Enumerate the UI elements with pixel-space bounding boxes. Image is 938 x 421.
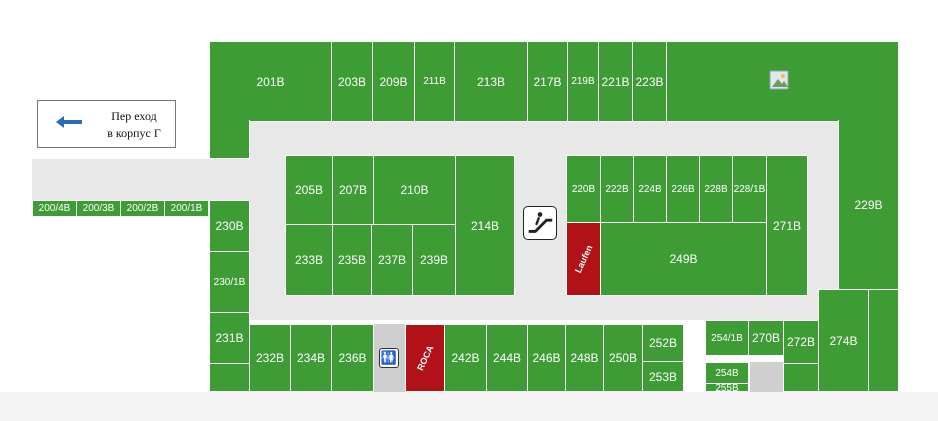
shop-223b[interactable]: 223B [632, 41, 667, 122]
shop-205b[interactable]: 205B [285, 155, 333, 225]
shop-272b[interactable]: 272B [783, 320, 819, 364]
shop-left-bottom[interactable] [209, 363, 250, 392]
brand-laufen-label: Laufen [572, 243, 595, 275]
shop-249b[interactable]: 249B [600, 222, 767, 296]
shop-271b[interactable]: 271B [766, 155, 808, 296]
shop-213b[interactable]: 213B [454, 41, 528, 122]
shop-200-2b[interactable]: 200/2B [120, 200, 165, 217]
shop-274b-right[interactable] [868, 289, 899, 392]
shop-250b[interactable]: 250B [603, 324, 643, 392]
shop-232b[interactable]: 232B [249, 324, 291, 392]
escalator-icon [523, 206, 557, 240]
shop-242b[interactable]: 242B [444, 324, 487, 392]
shop-254-1b[interactable]: 254/1B [705, 320, 749, 356]
shop-228-1b[interactable]: 228/1B [732, 155, 767, 223]
arrow-left-icon [56, 116, 82, 128]
shop-253b[interactable]: 253B [642, 361, 684, 392]
shop-200-3b[interactable]: 200/3B [76, 200, 121, 217]
footer-strip [0, 392, 938, 421]
shop-220b[interactable]: 220B [566, 155, 601, 223]
shop-248b[interactable]: 248B [565, 324, 604, 392]
shop-laufen[interactable]: Laufen [566, 222, 601, 296]
shop-252b[interactable]: 252B [642, 324, 684, 362]
shop-231b[interactable]: 231B [209, 312, 250, 364]
corridor-left-passage [32, 159, 252, 201]
shop-236b[interactable]: 236B [331, 324, 374, 392]
shop-224b[interactable]: 224B [633, 155, 667, 223]
image-placeholder-icon [769, 70, 789, 90]
shop-roca[interactable]: ROCA [405, 324, 445, 392]
transition-label: Пер еход в корпус Г [93, 108, 175, 142]
shop-237b[interactable]: 237B [371, 224, 413, 296]
shop-270b[interactable]: 270B [748, 320, 784, 356]
shop-255b[interactable]: 255B [705, 383, 749, 392]
shop-211b[interactable]: 211B [414, 41, 455, 122]
transition-line2: в корпус Г [107, 126, 161, 140]
service-area [750, 362, 784, 392]
shop-209b[interactable]: 209B [372, 41, 415, 122]
toilet-icon: 🚻 [379, 348, 399, 368]
shop-214b[interactable]: 214B [455, 155, 515, 296]
shop-226b[interactable]: 226B [666, 155, 700, 223]
shop-222b[interactable]: 222B [600, 155, 634, 223]
floor-plan: Пер еход в корпус Г 201B 203B 209B 211B … [32, 41, 899, 392]
shop-235b[interactable]: 235B [332, 224, 372, 296]
shop-229b[interactable]: 229B [838, 120, 899, 291]
shop-274b[interactable]: 274B [818, 289, 869, 392]
shop-233b[interactable]: 233B [285, 224, 333, 296]
shop-201b-lower[interactable] [209, 120, 250, 159]
toilet-area: 🚻 [374, 324, 405, 392]
shop-207b[interactable]: 207B [332, 155, 374, 225]
brand-roca-label: ROCA [414, 343, 436, 373]
shop-221b[interactable]: 221B [598, 41, 633, 122]
shop-210b[interactable]: 210B [373, 155, 456, 225]
shop-200-1b[interactable]: 200/1B [164, 200, 209, 217]
shop-230-1b[interactable]: 230/1B [209, 251, 250, 313]
transition-to-building-g[interactable]: Пер еход в корпус Г [37, 100, 176, 148]
shop-230b[interactable]: 230B [209, 200, 250, 252]
transition-line1: Пер еход [111, 109, 157, 123]
shop-254b[interactable]: 254B [705, 362, 749, 384]
shop-bottom-right-fill[interactable] [783, 363, 819, 392]
shop-219b[interactable]: 219B [567, 41, 599, 122]
shop-203b[interactable]: 203B [331, 41, 373, 122]
shop-234b[interactable]: 234B [290, 324, 332, 392]
shop-246b[interactable]: 246B [527, 324, 566, 392]
shop-228b[interactable]: 228B [699, 155, 733, 223]
shop-201b[interactable]: 201B [209, 41, 332, 122]
shop-200-4b[interactable]: 200/4B [32, 200, 77, 217]
shop-239b[interactable]: 239B [412, 224, 456, 296]
shop-244b[interactable]: 244B [486, 324, 528, 392]
shop-217b[interactable]: 217B [527, 41, 568, 122]
